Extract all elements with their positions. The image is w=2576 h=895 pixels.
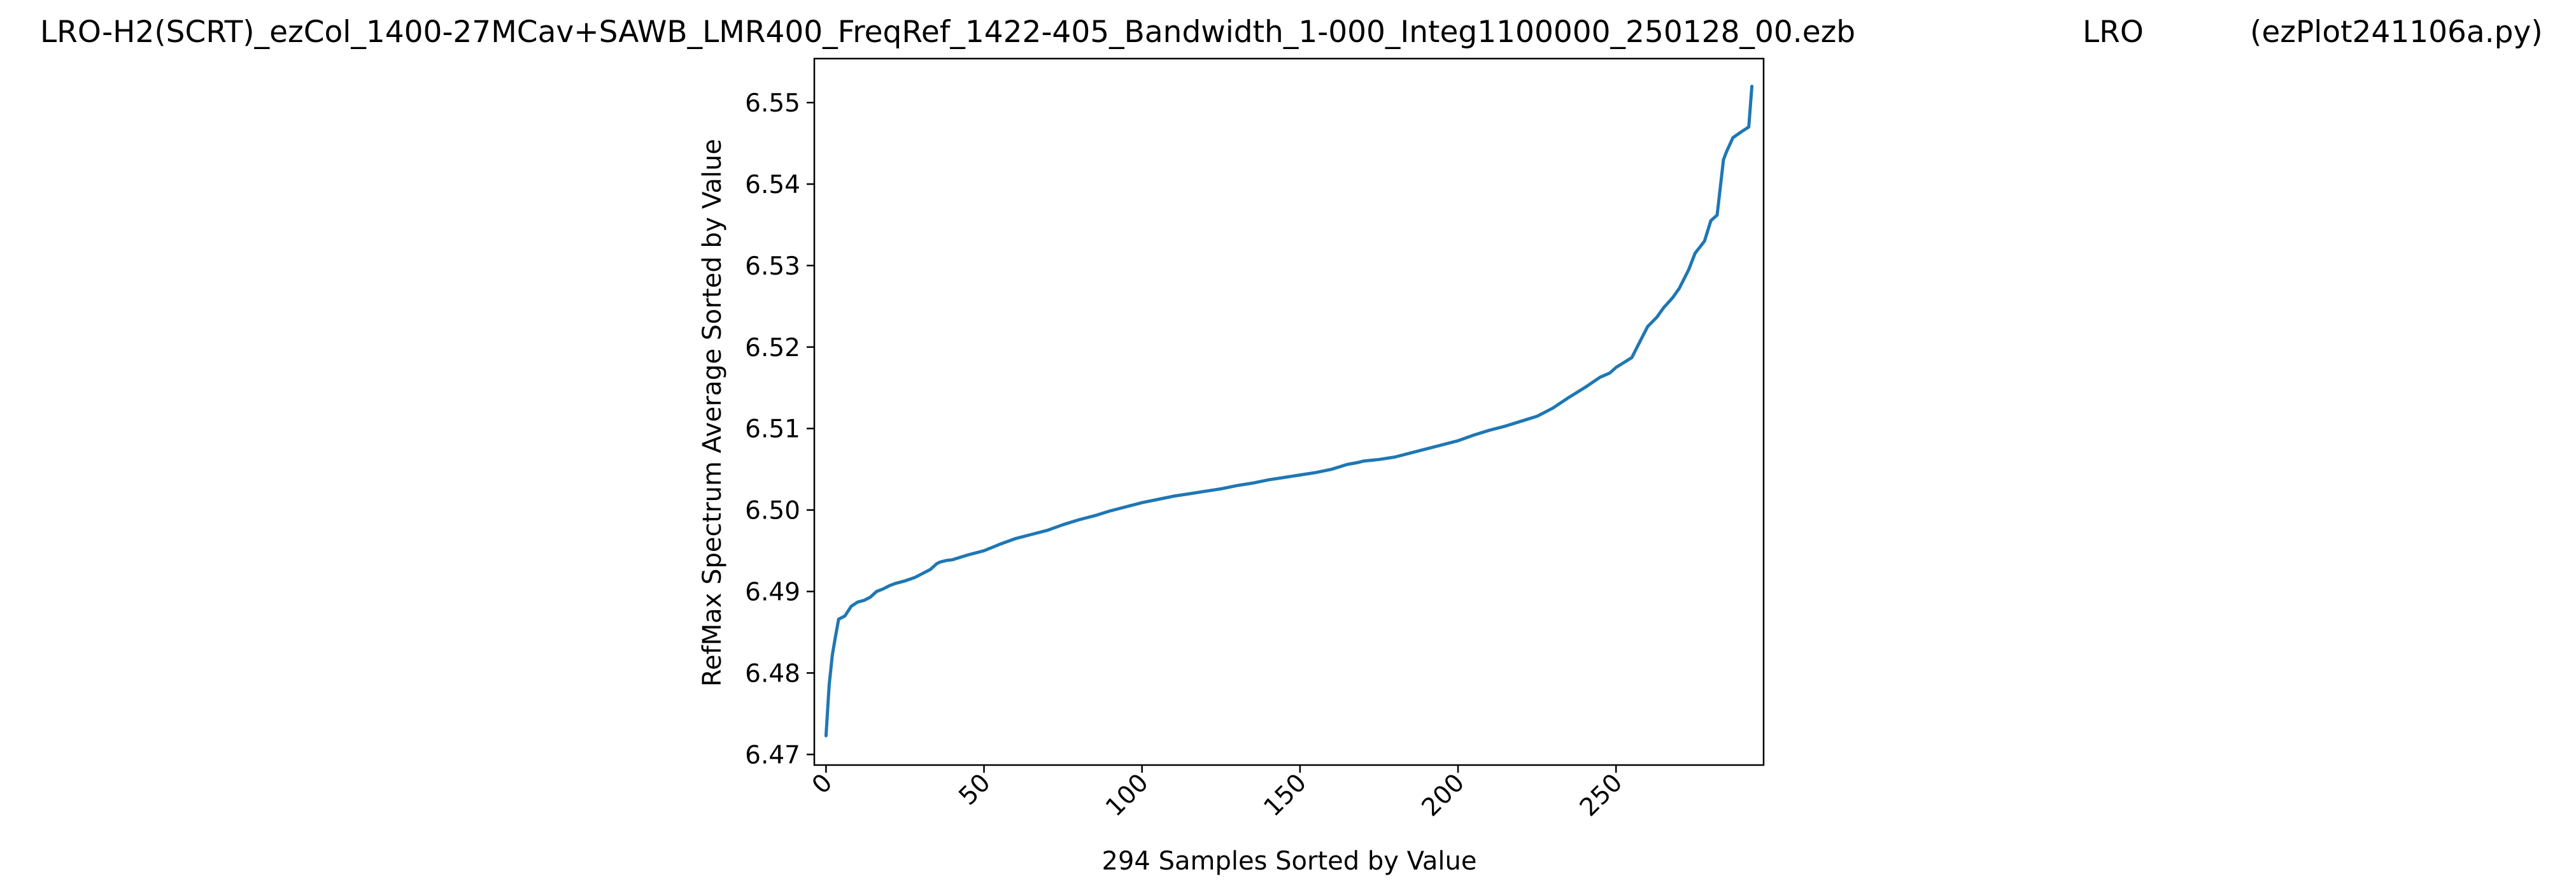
x-axis-label: 294 Samples Sorted by Value — [1102, 847, 1477, 876]
y-tick-label: 6.48 — [745, 659, 800, 688]
x-tick-label: 100 — [1100, 768, 1154, 822]
y-tick-label: 6.49 — [745, 578, 800, 607]
x-tick-label: 250 — [1575, 768, 1628, 822]
y-tick-label: 6.55 — [745, 89, 800, 118]
y-axis-label: RefMax Spectrum Average Sorted by Value — [698, 139, 727, 687]
x-tick-label: 50 — [954, 768, 996, 811]
plot-area: 6.47 6.48 6.49 6.50 6.51 6.52 6.53 6.54 6.55 0 50… — [745, 57, 1765, 822]
x-axis: 0 50 100 150 200 250 — [807, 765, 1628, 822]
x-tick-label: 200 — [1417, 768, 1470, 822]
x-tick-label: 0 — [807, 768, 838, 799]
axes-frame — [813, 57, 1765, 766]
y-tick-label: 6.54 — [745, 171, 800, 199]
header-site: LRO — [2083, 15, 2144, 50]
series-line — [824, 85, 1754, 738]
y-axis: 6.47 6.48 6.49 6.50 6.51 6.52 6.53 6.54 6.55 — [745, 89, 814, 770]
y-tick-label: 6.47 — [745, 741, 800, 770]
x-tick-label: 150 — [1258, 768, 1312, 822]
y-tick-label: 6.53 — [745, 252, 800, 281]
y-tick-label: 6.52 — [745, 334, 800, 362]
y-tick-label: 6.51 — [745, 415, 800, 444]
header-filename: LRO-H2(SCRT)_ezCol_1400-27MCav+SAWB_LMR4… — [40, 15, 1855, 50]
y-tick-label: 6.50 — [745, 497, 800, 526]
header-program: (ezPlot241106a.py) — [2250, 15, 2543, 50]
